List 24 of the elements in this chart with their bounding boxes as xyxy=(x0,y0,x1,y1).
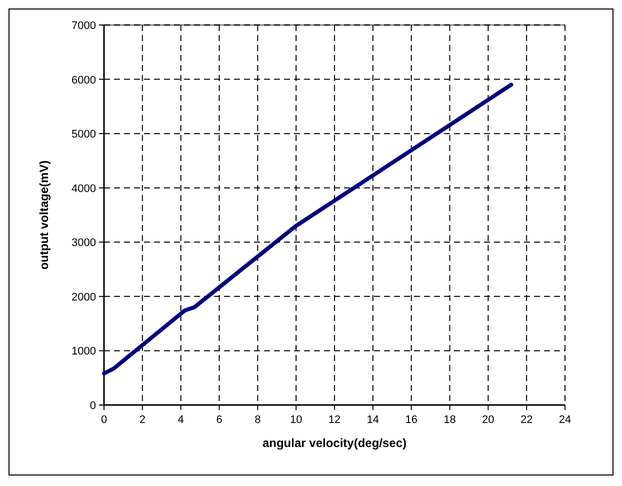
x-tick-label: 24 xyxy=(558,414,572,426)
x-tick-label: 8 xyxy=(254,414,261,426)
y-tick-label: 4000 xyxy=(72,182,96,195)
y-tick-label: 5000 xyxy=(72,128,96,141)
y-axis-title: output voltage(mV) xyxy=(37,160,51,270)
y-tick-label: 2000 xyxy=(72,291,96,304)
y-tick-label: 6000 xyxy=(72,74,96,86)
y-tick-label: 7000 xyxy=(72,20,96,32)
x-tick-label: 14 xyxy=(366,414,380,426)
x-tick-label: 18 xyxy=(444,414,456,426)
x-axis-title: angular velocity(deg/sec) xyxy=(262,436,407,450)
y-tick-label: 3000 xyxy=(72,237,96,250)
x-tick-label: 22 xyxy=(520,414,533,426)
x-tick-label: 6 xyxy=(216,414,222,426)
line-series xyxy=(102,82,514,376)
x-tick-label: 4 xyxy=(178,414,184,426)
y-tick-label: 1000 xyxy=(72,346,96,358)
x-tick-label: 10 xyxy=(290,414,302,426)
x-tick-label: 0 xyxy=(100,414,108,426)
x-tick-label: 12 xyxy=(328,414,341,426)
x-tick-label: 20 xyxy=(482,414,494,426)
y-tick-label: 0 xyxy=(90,400,96,412)
x-tick-label: 2 xyxy=(139,414,146,426)
x-tick-label: 16 xyxy=(405,414,418,426)
